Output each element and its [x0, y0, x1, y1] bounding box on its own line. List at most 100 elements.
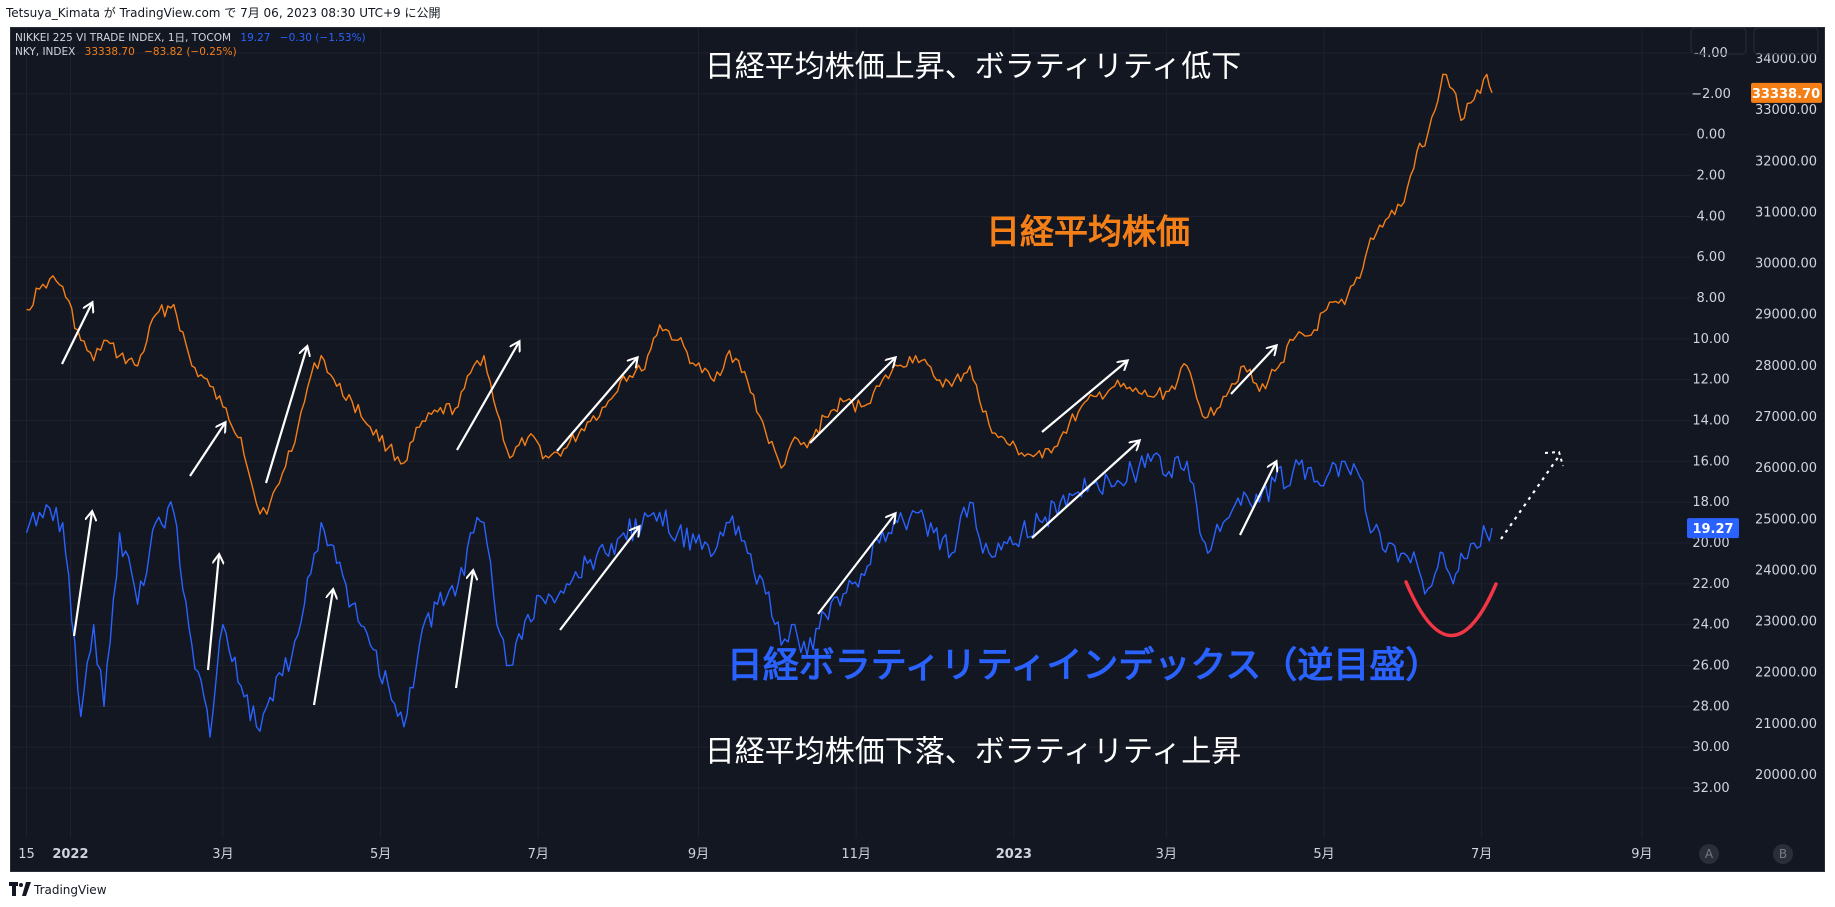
axis-vi-tick-15: 26.00	[1692, 659, 1729, 674]
axis-nky-tick-2: 32000.00	[1755, 154, 1817, 169]
legend-row-nky: NKY, INDEX 33338.70 −83.82 (−0.25%)	[15, 46, 237, 58]
annotation-vi: 日経ボラティリティインデックス（逆目盛）	[727, 644, 1442, 686]
chart-background	[11, 28, 1824, 871]
price-tag-vi-text: 19.27	[1692, 522, 1733, 537]
legend: NIKKEI 225 VI TRADE INDEX, 1日, TOCOM 19.…	[15, 32, 366, 58]
projection-dotted-head	[1544, 450, 1564, 467]
axis-nky-tick-9: 25000.00	[1755, 512, 1817, 527]
axis-x-tick-1: 2022	[52, 847, 88, 862]
axis-nky-tick-4: 30000.00	[1755, 257, 1817, 272]
axis-vi-tick-13: 22.00	[1692, 577, 1729, 592]
axis-vi-tick-1: −2.00	[1691, 87, 1731, 102]
trend-arrow-0	[61, 303, 92, 365]
axis-x-tick-6: 11月	[841, 847, 871, 862]
publish-text: Tetsuya_Kimata が TradingView.com で 7月 06…	[6, 6, 441, 20]
axis-vi-tick-6: 8.00	[1697, 291, 1726, 306]
price-tag-nky-text: 33338.70	[1752, 87, 1820, 102]
trend-arrow-3	[456, 342, 519, 451]
axis-x-tick-10: 7月	[1471, 847, 1492, 862]
axis-x-tick-5: 9月	[688, 847, 709, 862]
grid-lines	[11, 28, 1691, 838]
trend-arrow-7	[1230, 346, 1276, 395]
top-control-1[interactable]	[1690, 28, 1747, 55]
button-b[interactable]: B	[1773, 844, 1793, 864]
legend-vi-change: −0.30 (−1.53%)	[280, 32, 366, 44]
chart-svg[interactable]: 日経平均株価上昇、ボラティリティ低下 日経平均株価 日経ボラティリティインデック…	[11, 28, 1824, 871]
series-vi-line	[25, 452, 1493, 738]
axis-x-tick-9: 5月	[1313, 847, 1334, 862]
axis-vi-tick-16: 28.00	[1692, 699, 1729, 714]
axis-x-tick-7: 2023	[996, 847, 1032, 862]
axis-vi-tick-17: 30.00	[1692, 740, 1729, 755]
publish-info: Tetsuya_Kimata が TradingView.com で 7月 06…	[0, 0, 1835, 27]
trend-arrow-12	[559, 527, 639, 631]
axis-vi-tick-11: 18.00	[1692, 495, 1729, 510]
axis-vi-tick-7: 10.00	[1692, 332, 1729, 347]
u-curve-highlight	[1404, 580, 1498, 638]
axis-nky-tick-13: 21000.00	[1755, 717, 1817, 732]
trend-arrow-11	[454, 571, 473, 689]
top-control-2[interactable]	[1753, 28, 1819, 55]
axis-nky-tick-1: 33000.00	[1755, 103, 1817, 118]
annotation-nikkei: 日経平均株価	[986, 213, 1190, 253]
axis-nky-tick-10: 24000.00	[1755, 563, 1817, 578]
axis-vi-tick-10: 16.00	[1692, 454, 1729, 469]
price-tag-vi-bg	[1687, 518, 1739, 539]
projection-dotted-line	[1500, 455, 1560, 540]
axis-vi-tick-14: 24.00	[1692, 618, 1729, 633]
axis-nky-tick-7: 27000.00	[1755, 410, 1817, 425]
axis-x-tick-11: 9月	[1631, 847, 1652, 862]
button-a[interactable]: A	[1699, 844, 1719, 864]
axis-vi-tick-12: 20.00	[1692, 536, 1729, 551]
button-b-label: B	[1779, 847, 1787, 861]
trend-arrow-14	[1031, 441, 1139, 539]
legend-nky-value: 33338.70	[85, 46, 135, 58]
axis-vi-tick-18: 32.00	[1692, 781, 1729, 796]
button-a-circle	[1699, 844, 1719, 864]
axis-vi-tick-2: 0.00	[1697, 128, 1726, 143]
trend-arrow-15	[1239, 462, 1276, 536]
axis-nky-tick-12: 22000.00	[1755, 666, 1817, 681]
axis-vi-tick-3: 2.00	[1697, 169, 1726, 184]
footer-brand[interactable]: TradingView	[34, 883, 107, 897]
axis-x-tick-3: 5月	[370, 847, 391, 862]
axis-nky-tick-6: 28000.00	[1755, 359, 1817, 374]
series-layer	[25, 73, 1493, 738]
footer: TradingView	[0, 874, 1835, 907]
axis-vi-tick-9: 14.00	[1692, 414, 1729, 429]
axis-x-tick-2: 3月	[212, 847, 233, 862]
axis-vi-tick-4: 4.00	[1697, 209, 1726, 224]
axis-x-tick-8: 3月	[1156, 847, 1177, 862]
legend-vi-name: NIKKEI 225 VI TRADE INDEX, 1日, TOCOM	[15, 32, 231, 44]
chart-pane[interactable]: 日経平均株価上昇、ボラティリティ低下 日経平均株価 日経ボラティリティインデック…	[10, 27, 1825, 872]
axis-nky-labels[interactable]: 34000.00 33000.00 32000.00 31000.00 30000.00…	[1755, 52, 1817, 783]
legend-row-vi: NIKKEI 225 VI TRADE INDEX, 1日, TOCOM 19.…	[15, 32, 366, 44]
axis-nky-tick-14: 20000.00	[1755, 768, 1817, 783]
trend-arrow-9	[206, 555, 219, 671]
axis-x-labels[interactable]: 15 2022 3月 5月 7月 9月 11月 2023 3月 5月 7月 9月	[18, 847, 1652, 862]
button-b-circle	[1773, 844, 1793, 864]
trend-arrow-1	[189, 423, 225, 477]
annotation-bottom: 日経平均株価下落、ボラティリティ上昇	[705, 735, 1241, 770]
legend-vi-value: 19.27	[240, 32, 270, 44]
trend-arrow-5	[809, 358, 895, 444]
tradingview-logo-icon[interactable]	[9, 882, 31, 900]
axis-vi-labels[interactable]: -4.00−2.000.002.004.006.008.0010.0012.00…	[1691, 46, 1731, 796]
trend-arrow-10	[312, 590, 333, 706]
trend-arrow-4	[556, 358, 637, 452]
axis-x-tick-0: 15	[18, 847, 35, 862]
axis-vi-tick-8: 12.00	[1692, 373, 1729, 388]
drawings-layer	[61, 303, 1564, 706]
legend-nky-name: NKY, INDEX	[15, 46, 75, 58]
axis-nky-tick-0: 34000.00	[1755, 52, 1817, 67]
series-nky-line	[26, 73, 1493, 515]
axis-nky-tick-8: 26000.00	[1755, 461, 1817, 476]
axis-nky-tick-3: 31000.00	[1755, 205, 1817, 220]
price-tag-vi: 19.27	[1687, 518, 1739, 539]
axis-nky-tick-11: 23000.00	[1755, 615, 1817, 630]
trend-arrow-8	[72, 512, 92, 637]
legend-nky-change: −83.82 (−0.25%)	[144, 46, 237, 58]
axis-nky-tick-5: 29000.00	[1755, 308, 1817, 323]
axis-vi-tick-5: 6.00	[1697, 250, 1726, 265]
trend-arrow-13	[817, 514, 895, 615]
